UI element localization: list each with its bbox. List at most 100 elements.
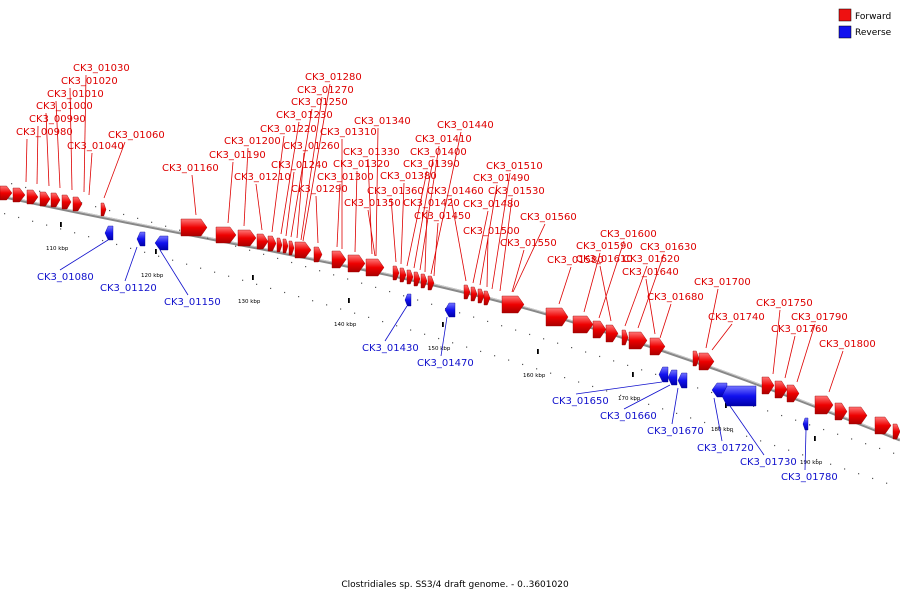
gene-label-ck3-00980[interactable]: CK3_00980 [16, 127, 73, 138]
forward-gene-arrow[interactable] [282, 238, 289, 254]
gene-label-ck3-01500[interactable]: CK3_01500 [463, 226, 520, 237]
gene-label-ck3-01020[interactable]: CK3_01020 [61, 76, 118, 87]
forward-gene-arrow[interactable] [592, 320, 607, 339]
gene-label-ck3-01210[interactable]: CK3_01210 [234, 172, 291, 183]
gene-label-ck3-01080[interactable]: CK3_01080 [37, 272, 94, 283]
gene-label-ck3-01250[interactable]: CK3_01250 [291, 97, 348, 108]
forward-gene-arrow[interactable] [814, 395, 834, 415]
gene-label-ck3-01280[interactable]: CK3_01280 [305, 72, 362, 83]
reverse-gene-arrow[interactable] [677, 372, 688, 389]
gene-label-ck3-01160[interactable]: CK3_01160 [162, 163, 219, 174]
forward-gene-arrow[interactable] [427, 275, 435, 291]
gene-label-ck3-01490[interactable]: CK3_01490 [473, 173, 530, 184]
gene-label-ck3-01780[interactable]: CK3_01780 [781, 472, 838, 483]
gene-label-ck3-01040[interactable]: CK3_01040 [67, 141, 124, 152]
forward-gene-arrow[interactable] [692, 350, 700, 367]
gene-label-ck3-01290[interactable]: CK3_01290 [291, 184, 348, 195]
forward-gene-arrow[interactable] [392, 265, 400, 281]
gene-label-ck3-01450[interactable]: CK3_01450 [414, 211, 471, 222]
forward-gene-arrow[interactable] [483, 290, 491, 306]
forward-gene-arrow[interactable] [288, 240, 295, 256]
forward-gene-arrow[interactable] [477, 288, 485, 304]
gene-label-ck3-01650[interactable]: CK3_01650 [552, 396, 609, 407]
forward-gene-arrow[interactable] [399, 267, 407, 283]
forward-gene-arrow[interactable] [406, 269, 414, 285]
gene-label-ck3-01440[interactable]: CK3_01440 [437, 120, 494, 131]
gene-label-ck3-01230[interactable]: CK3_01230 [276, 110, 333, 121]
forward-gene-arrow[interactable] [545, 307, 569, 327]
gene-label-ck3-01150[interactable]: CK3_01150 [164, 297, 221, 308]
gene-label-ck3-01220[interactable]: CK3_01220 [260, 124, 317, 135]
forward-gene-arrow[interactable] [237, 229, 257, 247]
gene-label-ck3-01470[interactable]: CK3_01470 [417, 358, 474, 369]
forward-gene-arrow[interactable] [874, 416, 892, 435]
gene-label-ck3-01560[interactable]: CK3_01560 [520, 212, 577, 223]
gene-label-ck3-01190[interactable]: CK3_01190 [209, 150, 266, 161]
gene-label-ck3-01350[interactable]: CK3_01350 [344, 198, 401, 209]
gene-label-ck3-01330[interactable]: CK3_01330 [343, 147, 400, 158]
gene-label-ck3-01600[interactable]: CK3_01600 [600, 229, 657, 240]
gene-label-ck3-01640[interactable]: CK3_01640 [622, 267, 679, 278]
gene-label-ck3-01760[interactable]: CK3_01760 [771, 324, 828, 335]
reverse-gene-arrow[interactable] [658, 366, 669, 383]
gene-label-ck3-01240[interactable]: CK3_01240 [271, 160, 328, 171]
gene-label-ck3-01320[interactable]: CK3_01320 [333, 159, 390, 170]
forward-gene-arrow[interactable] [605, 324, 619, 343]
forward-gene-arrow[interactable] [572, 315, 594, 334]
forward-gene-arrow[interactable] [61, 194, 72, 210]
forward-gene-arrow[interactable] [463, 284, 471, 300]
reverse-gene-arrow[interactable] [154, 235, 169, 251]
forward-gene-arrow[interactable] [420, 273, 428, 289]
gene-label-ck3-00990[interactable]: CK3_00990 [29, 114, 86, 125]
gene-label-ck3-01030[interactable]: CK3_01030 [73, 63, 130, 74]
forward-gene-arrow[interactable] [26, 189, 39, 205]
gene-label-ck3-01310[interactable]: CK3_01310 [320, 127, 377, 138]
gene-label-ck3-01200[interactable]: CK3_01200 [224, 136, 281, 147]
forward-gene-arrow[interactable] [470, 286, 478, 302]
gene-label-ck3-01460[interactable]: CK3_01460 [427, 186, 484, 197]
forward-gene-arrow[interactable] [39, 191, 51, 207]
forward-gene-arrow[interactable] [761, 376, 775, 395]
gene-label-ck3-01360[interactable]: CK3_01360 [367, 186, 424, 197]
gene-label-ck3-01590[interactable]: CK3_01590 [576, 241, 633, 252]
forward-gene-arrow[interactable] [72, 196, 83, 212]
gene-label-ck3-01800[interactable]: CK3_01800 [819, 339, 876, 350]
gene-label-ck3-01610[interactable]: CK3_01610 [576, 254, 633, 265]
gene-label-ck3-01480[interactable]: CK3_01480 [463, 199, 520, 210]
gene-label-ck3-01580[interactable]: CK3_01580 [547, 255, 604, 266]
gene-label-ck3-01790[interactable]: CK3_01790 [791, 312, 848, 323]
gene-label-ck3-01660[interactable]: CK3_01660 [600, 411, 657, 422]
gene-label-ck3-01530[interactable]: CK3_01530 [488, 186, 545, 197]
forward-gene-arrow[interactable] [267, 235, 277, 252]
gene-label-ck3-01270[interactable]: CK3_01270 [297, 85, 354, 96]
gene-label-ck3-01260[interactable]: CK3_01260 [283, 141, 340, 152]
gene-label-ck3-01430[interactable]: CK3_01430 [362, 343, 419, 354]
gene-label-ck3-01730[interactable]: CK3_01730 [740, 457, 797, 468]
forward-gene-arrow[interactable] [276, 237, 283, 253]
reverse-gene-arrow[interactable] [104, 225, 114, 241]
forward-gene-arrow[interactable] [786, 384, 800, 403]
gene-label-ck3-01630[interactable]: CK3_01630 [640, 242, 697, 253]
forward-gene-arrow[interactable] [848, 406, 868, 425]
forward-gene-arrow[interactable] [698, 352, 715, 371]
forward-gene-arrow[interactable] [413, 271, 421, 287]
gene-label-ck3-01010[interactable]: CK3_01010 [47, 89, 104, 100]
forward-gene-arrow[interactable] [501, 295, 525, 314]
reverse-gene-arrow[interactable] [444, 302, 456, 318]
gene-label-ck3-01680[interactable]: CK3_01680 [647, 292, 704, 303]
forward-gene-arrow[interactable] [215, 226, 237, 244]
forward-gene-arrow[interactable] [649, 337, 666, 356]
gene-label-ck3-01700[interactable]: CK3_01700 [694, 277, 751, 288]
forward-gene-arrow[interactable] [834, 402, 848, 421]
gene-label-ck3-01400[interactable]: CK3_01400 [410, 147, 467, 158]
forward-gene-arrow[interactable] [313, 246, 323, 263]
reverse-gene-arrow[interactable] [721, 385, 757, 407]
reverse-gene-arrow[interactable] [802, 417, 809, 431]
forward-gene-arrow[interactable] [0, 185, 13, 201]
reverse-gene-arrow[interactable] [404, 293, 412, 307]
gene-label-ck3-01620[interactable]: CK3_01620 [623, 254, 680, 265]
reverse-gene-arrow[interactable] [136, 231, 146, 247]
gene-label-ck3-01120[interactable]: CK3_01120 [100, 283, 157, 294]
gene-label-ck3-01550[interactable]: CK3_01550 [500, 238, 557, 249]
forward-gene-arrow[interactable] [50, 192, 61, 208]
